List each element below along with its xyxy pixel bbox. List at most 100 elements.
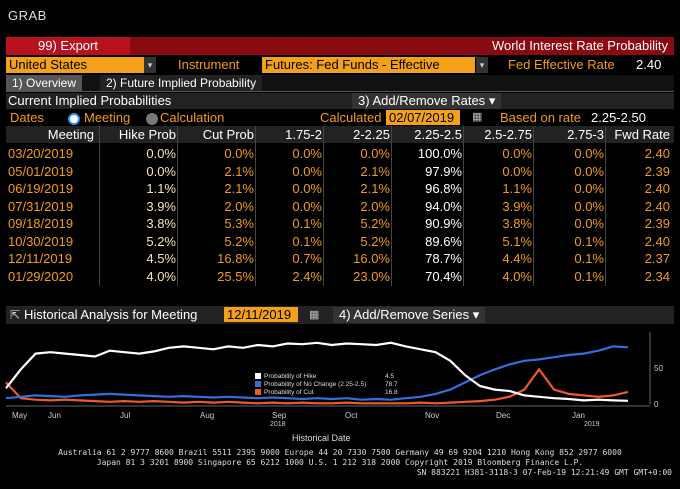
table-cell: 09/18/2019 bbox=[8, 216, 74, 231]
based-on-rate-value: 2.25-2.50 bbox=[591, 110, 646, 125]
column-header[interactable]: Cut Prob bbox=[202, 127, 254, 142]
series-line bbox=[5, 341, 629, 402]
x-tick-label: Nov bbox=[425, 411, 439, 420]
table-cell: 0.0% bbox=[146, 146, 176, 161]
historical-chart: 50 0 May Jun Jul Aug Sep Oct Nov Dec Jan 2018 2019 Pr… bbox=[5, 326, 663, 428]
footer-line-2: Japan 81 3 3201 8900 Singapore 65 6212 1… bbox=[96, 458, 584, 467]
column-divider bbox=[533, 126, 534, 286]
legend-value: 78.7 bbox=[385, 381, 398, 388]
meeting-radio[interactable] bbox=[68, 113, 80, 125]
legend-value: 4.5 bbox=[385, 373, 394, 380]
x-tick-label: Jun bbox=[48, 411, 61, 420]
column-header[interactable]: Meeting bbox=[47, 127, 94, 142]
table-cell: 94.0% bbox=[425, 198, 462, 214]
table-cell: 89.6% bbox=[425, 233, 462, 249]
calculated-date-input[interactable]: 02/07/2019 bbox=[386, 110, 460, 125]
plot-area bbox=[6, 326, 650, 408]
table-cell: 96.8% bbox=[425, 181, 462, 196]
table-cell: 1.1% bbox=[502, 181, 532, 196]
export-button[interactable]: 99) Export bbox=[6, 37, 130, 55]
instrument-dropdown-icon[interactable]: ▾ bbox=[476, 57, 488, 73]
table-cell: 2.39 bbox=[644, 216, 670, 231]
section-title: Current Implied Probabilities bbox=[8, 93, 172, 108]
column-header[interactable]: 1.75-2 bbox=[285, 127, 322, 142]
tab-future-implied-probability[interactable]: 2) Future Implied Probability bbox=[100, 75, 263, 91]
add-remove-rates-button[interactable]: 3) Add/Remove Rates ▾ bbox=[352, 93, 502, 109]
column-header[interactable]: 2-2.25 bbox=[353, 127, 390, 142]
table-cell: 0.1% bbox=[292, 233, 322, 249]
table-cell: 2.0% bbox=[360, 198, 390, 214]
window-title-bar: GRAB bbox=[0, 0, 680, 36]
column-header[interactable]: Fwd Rate bbox=[614, 127, 670, 142]
table-cell: 07/31/2019 bbox=[8, 198, 74, 214]
x-tick-label: Sep bbox=[272, 411, 287, 420]
page-title: World Interest Rate Probability bbox=[491, 38, 668, 53]
calculation-label: Calculation bbox=[160, 110, 225, 125]
column-divider bbox=[463, 126, 464, 286]
table-cell: 2.1% bbox=[360, 181, 390, 196]
footer-line-1: Australia 61 2 9777 8600 Brazil 5511 239… bbox=[58, 448, 622, 457]
add-remove-rates-label: 3) Add/Remove Rates bbox=[358, 93, 486, 108]
collapse-icon[interactable]: ⇱ bbox=[10, 308, 21, 322]
column-divider bbox=[391, 126, 392, 286]
table-cell: 16.0% bbox=[353, 251, 390, 266]
table-cell: 0.1% bbox=[574, 268, 604, 284]
tab-overview[interactable]: 1) Overview bbox=[6, 75, 83, 91]
table-cell: 0.0% bbox=[292, 181, 322, 196]
calendar-icon[interactable]: ▦ bbox=[472, 111, 483, 123]
table-cell: 0.1% bbox=[574, 251, 604, 266]
country-dropdown-icon[interactable]: ▾ bbox=[144, 57, 156, 73]
column-divider bbox=[177, 126, 178, 286]
table-cell: 2.40 bbox=[644, 181, 670, 196]
table-cell: 0.0% bbox=[292, 198, 322, 214]
fed-rate-value: 2.40 bbox=[636, 57, 662, 72]
calculation-radio[interactable] bbox=[146, 113, 158, 125]
based-on-rate-label: Based on rate bbox=[500, 110, 581, 125]
table-cell: 0.7% bbox=[292, 251, 322, 266]
series-line bbox=[5, 367, 629, 405]
table-cell: 2.1% bbox=[224, 163, 254, 179]
table-cell: 0.0% bbox=[360, 146, 390, 161]
x-tick-label: Dec bbox=[496, 411, 510, 420]
calculated-label: Calculated bbox=[320, 110, 382, 125]
table-cell: 2.1% bbox=[360, 163, 390, 179]
table-cell: 0.0% bbox=[574, 146, 604, 161]
table-header bbox=[6, 126, 674, 143]
table-cell: 3.8% bbox=[146, 216, 176, 231]
table-cell: 0.1% bbox=[292, 216, 322, 231]
table-cell: 100.0% bbox=[417, 146, 462, 161]
column-header[interactable]: 2.5-2.75 bbox=[484, 127, 532, 142]
table-cell: 5.2% bbox=[146, 233, 176, 249]
x-tick-label: May bbox=[12, 411, 27, 420]
table-cell: 2.40 bbox=[644, 233, 670, 249]
country-select[interactable]: United States bbox=[6, 57, 147, 73]
column-header[interactable]: 2.25-2.5 bbox=[414, 127, 462, 142]
add-remove-series-button[interactable]: 4) Add/Remove Series ▾ bbox=[333, 307, 486, 323]
history-meeting-date-input[interactable]: 12/11/2019 bbox=[224, 307, 298, 322]
legend-swatch bbox=[255, 373, 261, 379]
y-tick-label: 0 bbox=[654, 400, 659, 409]
dates-label: Dates bbox=[10, 110, 44, 125]
table-cell: 0.0% bbox=[574, 181, 604, 196]
table-cell: 0.0% bbox=[292, 146, 322, 161]
column-header[interactable]: Hike Prob bbox=[118, 127, 176, 142]
y-tick-label: 50 bbox=[654, 364, 663, 373]
x-tick-label: Jul bbox=[120, 411, 130, 420]
column-header[interactable]: 2.75-3 bbox=[567, 127, 604, 142]
function-bar bbox=[6, 37, 674, 55]
fed-rate-label: Fed Effective Rate bbox=[508, 57, 615, 72]
table-cell: 4.0% bbox=[146, 268, 176, 284]
table-cell: 2.40 bbox=[644, 146, 670, 161]
instrument-select[interactable]: Futures: Fed Funds - Effective bbox=[262, 57, 475, 73]
window-title: GRAB bbox=[8, 8, 47, 23]
footer-line-3: SN 883221 H381-3118-3 07-Feb-19 12:21:49… bbox=[416, 468, 672, 477]
x-year-label: 2019 bbox=[584, 421, 600, 428]
table-cell: 2.0% bbox=[224, 198, 254, 214]
table-cell: 0.0% bbox=[502, 146, 532, 161]
legend-label: Probability of Hike bbox=[264, 373, 317, 380]
section-header: Current Implied Probabilities bbox=[6, 93, 674, 109]
table-cell: 1.1% bbox=[146, 181, 176, 196]
calendar-icon[interactable]: ▦ bbox=[309, 309, 320, 321]
table-cell: 78.7% bbox=[425, 251, 462, 266]
x-tick-label: Aug bbox=[200, 411, 214, 420]
